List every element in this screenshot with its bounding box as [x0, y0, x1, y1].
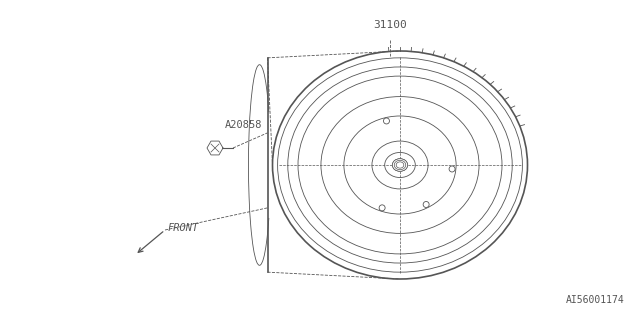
Text: A20858: A20858: [225, 120, 262, 130]
Text: 31100: 31100: [373, 20, 407, 30]
Ellipse shape: [383, 118, 390, 124]
Text: AI56001174: AI56001174: [566, 295, 625, 305]
Ellipse shape: [396, 162, 404, 168]
Ellipse shape: [379, 205, 385, 211]
Ellipse shape: [392, 159, 408, 171]
Ellipse shape: [394, 160, 406, 170]
Text: FRONT: FRONT: [168, 223, 199, 233]
Ellipse shape: [423, 202, 429, 207]
Ellipse shape: [449, 166, 455, 172]
